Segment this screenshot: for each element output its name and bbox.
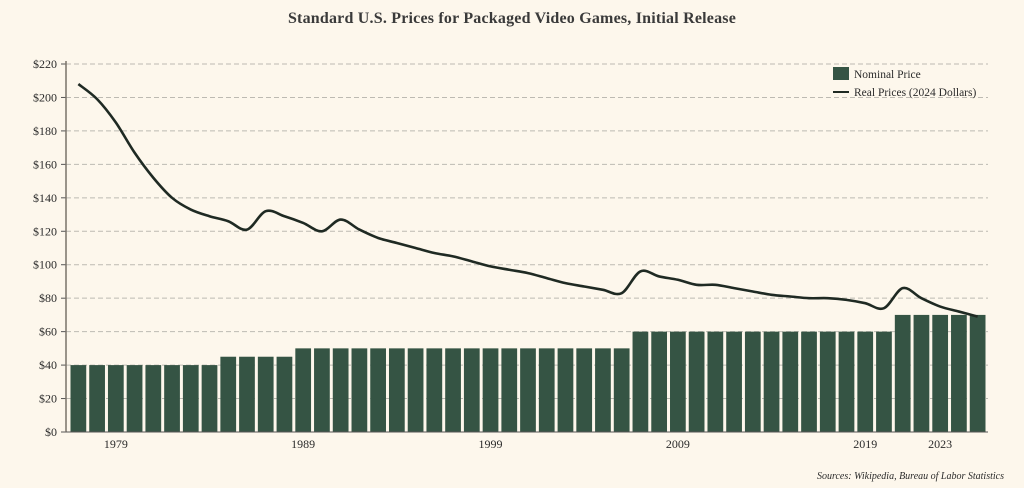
chart-title: Standard U.S. Prices for Packaged Video …: [287, 10, 737, 27]
y-tick-label: $140: [33, 191, 57, 205]
line-real-prices: [77, 83, 978, 318]
bar-nominal-1991: [332, 348, 349, 432]
bar-nominal-2019: [857, 331, 874, 432]
x-tick-label: 2009: [666, 437, 690, 451]
bar-nominal-1986: [239, 356, 255, 432]
y-tick-label: $160: [33, 157, 57, 171]
bar-nominal-2008: [651, 331, 668, 432]
bar-nominal-2011: [707, 331, 724, 432]
bar-series: [70, 314, 986, 432]
y-tick-label: $220: [33, 57, 57, 71]
bar-nominal-1987: [257, 356, 274, 432]
legend: Nominal Price Real Prices (2024 Dollars): [833, 67, 976, 99]
bar-nominal-2012: [726, 331, 742, 432]
bar-nominal-1990: [314, 348, 330, 432]
bar-nominal-1983: [182, 365, 199, 432]
source-note: Sources: Wikipedia, Bureau of Labor Stat…: [816, 471, 1004, 482]
bar-nominal-2007: [632, 331, 649, 432]
bar-nominal-1994: [388, 348, 405, 432]
bar-nominal-2017: [819, 331, 836, 432]
bar-nominal-2003: [557, 348, 574, 432]
x-tick-label: 1999: [479, 437, 503, 451]
y-tick-label: $180: [33, 124, 57, 138]
bar-nominal-2024: [951, 314, 967, 432]
y-tick-label: $40: [39, 358, 57, 372]
bar-nominal-1997: [445, 348, 461, 432]
x-tick-label: 1989: [291, 437, 315, 451]
legend-swatch-nominal: [833, 67, 849, 80]
bar-nominal-1978: [89, 365, 105, 432]
bar-nominal-2015: [782, 331, 799, 432]
y-tick-label: $60: [39, 325, 57, 339]
bar-nominal-1977: [70, 365, 87, 432]
line-series: [77, 83, 978, 318]
y-tick-label: $120: [33, 224, 57, 238]
y-tick-label: $200: [33, 90, 57, 104]
bar-nominal-2009: [670, 331, 686, 432]
bar-nominal-2013: [744, 331, 761, 432]
bar-nominal-2001: [520, 348, 536, 432]
bar-nominal-2000: [501, 348, 518, 432]
bar-nominal-2004: [576, 348, 593, 432]
x-tick-label: 1979: [104, 437, 128, 451]
y-tick-label: $80: [39, 291, 57, 305]
bar-nominal-2023: [932, 314, 949, 432]
bar-nominal-2022: [913, 314, 930, 432]
bar-nominal-2021: [894, 314, 911, 432]
x-tick-label: 2019: [853, 437, 877, 451]
bar-nominal-1993: [370, 348, 386, 432]
bar-nominal-1982: [164, 365, 180, 432]
y-tick-label: $20: [39, 392, 57, 406]
bar-nominal-1981: [145, 365, 162, 432]
bar-nominal-2006: [613, 348, 630, 432]
bar-nominal-1995: [407, 348, 424, 432]
bar-nominal-2018: [838, 331, 855, 432]
bar-nominal-1985: [220, 356, 237, 432]
bar-nominal-1989: [295, 348, 312, 432]
bar-nominal-1998: [463, 348, 480, 432]
bar-nominal-2014: [763, 331, 780, 432]
bar-nominal-2025: [969, 314, 986, 432]
bar-nominal-1980: [126, 365, 143, 432]
bar-nominal-2020: [876, 331, 892, 432]
bar-nominal-2002: [538, 348, 555, 432]
bar-nominal-2010: [688, 331, 705, 432]
axes: $0 $20 $40 $60 $80 $100 $120 $140 $160 $180 $200 $2…: [33, 57, 988, 451]
legend-label-real: Real Prices (2024 Dollars): [854, 87, 976, 99]
bar-nominal-2016: [801, 331, 817, 432]
bar-nominal-1979: [107, 365, 124, 432]
x-tick-label: 2023: [928, 437, 952, 451]
bar-nominal-1988: [276, 356, 293, 432]
bar-nominal-1999: [482, 348, 499, 432]
bar-nominal-1984: [201, 365, 218, 432]
bar-nominal-1996: [426, 348, 443, 432]
bar-nominal-1992: [351, 348, 368, 432]
y-tick-label: $0: [45, 425, 57, 439]
legend-label-nominal: Nominal Price: [854, 69, 921, 81]
y-tick-label: $100: [33, 258, 57, 272]
bar-nominal-2005: [595, 348, 611, 432]
